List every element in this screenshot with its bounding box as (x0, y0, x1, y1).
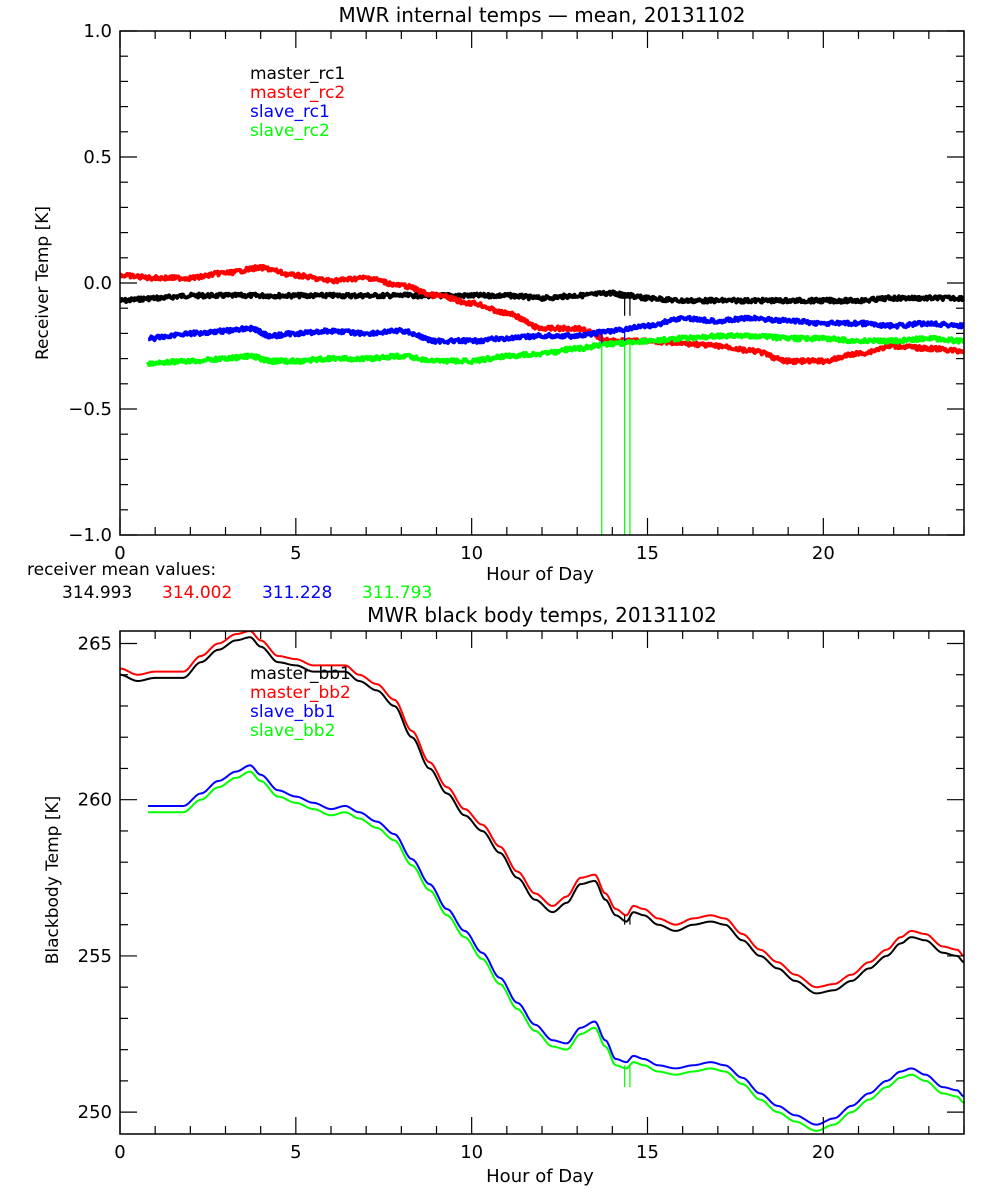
receiver-mean-value: 311.228 (262, 583, 332, 603)
y-tick-label: 0.5 (83, 147, 112, 168)
series-line-slave-bb1 (148, 764, 964, 1126)
chart-title: MWR black body temps, 20131102 (367, 603, 717, 627)
legend-entry: master_bb1 (250, 664, 351, 684)
series-line-master-bb1 (120, 636, 964, 995)
legend-entry: slave_bb2 (250, 721, 335, 741)
y-tick-label: −1.0 (68, 525, 112, 546)
x-tick-label: 5 (290, 543, 301, 564)
y-tick-label: −0.5 (68, 399, 112, 420)
x-tick-label: 0 (114, 1142, 125, 1163)
receiver-mean-values: 314.993 314.002 311.228 311.793 (62, 583, 432, 603)
legend-entry: master_bb2 (250, 683, 351, 703)
y-tick-label: 1.0 (83, 21, 112, 42)
receiver-mean-value: 314.002 (162, 583, 232, 603)
y-axis-label: Blackbody Temp [K] (43, 796, 63, 965)
series-line-slave-rc1 (147, 314, 964, 345)
x-tick-label: 5 (290, 1142, 301, 1163)
y-tick-label: 0.0 (83, 273, 112, 294)
receiver-mean-label: receiver mean values: (27, 560, 216, 580)
x-tick-label: 10 (460, 1142, 483, 1163)
y-tick-label: 250 (78, 1102, 112, 1123)
legend-entry: slave_bb1 (250, 702, 335, 722)
x-tick-label: 0 (114, 543, 125, 564)
receiver-mean-value: 314.993 (62, 583, 132, 603)
x-axis-label: Hour of Day (486, 1166, 594, 1187)
series-line-slave-rc2 (146, 332, 964, 367)
plot-frame (119, 30, 965, 536)
series-group (120, 631, 964, 1132)
axis-ticks: 0 5 10 15 20 −1.0 −0.5 0.0 0.5 1.0 (68, 21, 965, 564)
axis-ticks: 0 5 10 15 20 250 255 260 265 (78, 631, 965, 1163)
y-tick-label: 255 (78, 946, 112, 967)
x-tick-label: 10 (460, 543, 483, 564)
series-line-slave-bb2 (148, 770, 964, 1132)
legend-entry: master_rc1 (250, 64, 345, 84)
chart-title: MWR internal temps — mean, 20131102 (338, 3, 745, 27)
legend-entry: slave_rc1 (250, 102, 330, 122)
x-tick-label: 20 (812, 543, 835, 564)
series-group (120, 264, 964, 535)
legend-entry: slave_rc2 (250, 121, 330, 141)
y-tick-label: 265 (78, 633, 112, 654)
plot-frame (119, 630, 965, 1135)
x-tick-label: 20 (812, 1142, 835, 1163)
legend-entry: master_rc2 (250, 83, 345, 103)
y-tick-label: 260 (78, 790, 112, 811)
y-axis-label: Receiver Temp [K] (33, 206, 53, 360)
receiver-mean-value: 311.793 (362, 583, 432, 603)
series-line-master-rc2 (120, 264, 964, 366)
series-line-master-bb2 (120, 631, 964, 989)
receiver-temp-plot: MWR internal temps — mean, 20131102 0 5 10… (33, 3, 965, 585)
x-axis-label: Hour of Day (486, 564, 594, 585)
x-tick-label: 15 (636, 1142, 659, 1163)
series-line-master-rc1 (120, 289, 964, 305)
blackbody-temp-plot: MWR black body temps, 20131102 0 5 10 15 20 2… (43, 603, 965, 1187)
x-tick-label: 15 (636, 543, 659, 564)
